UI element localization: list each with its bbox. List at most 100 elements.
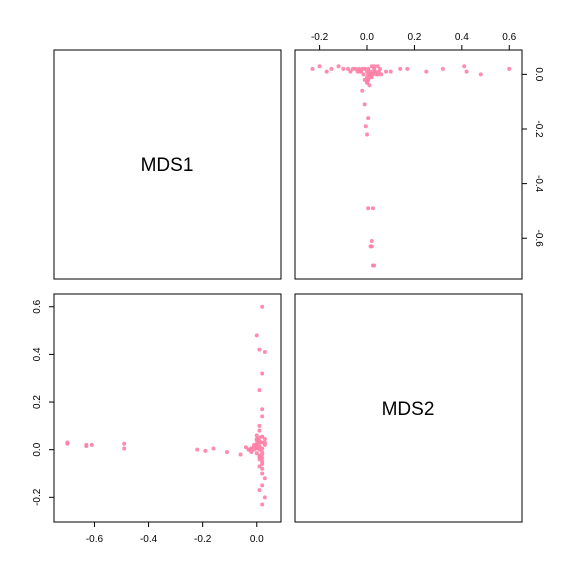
panel-mds2-label [294, 293, 523, 523]
data-point-mds2-mds1 [356, 66, 361, 71]
data-point-mds2-mds1 [464, 69, 469, 74]
data-point-mds1-mds2 [257, 428, 262, 433]
data-point-mds2-mds1 [379, 72, 384, 77]
tick-label-bottom-mds1: -0.4 [140, 534, 158, 545]
data-point-mds2-mds1 [507, 66, 512, 71]
data-point-mds1-mds2 [260, 371, 265, 376]
data-point-mds2-mds1 [369, 238, 374, 243]
data-point-mds2-mds1 [424, 69, 429, 74]
data-point-mds2-mds1 [346, 66, 351, 71]
data-point-mds1-mds2 [257, 488, 262, 493]
tick-label-right-mds1: 0.0 [533, 67, 544, 81]
data-point-mds2-mds1 [362, 102, 367, 107]
data-point-mds1-mds2 [65, 440, 70, 445]
data-point-mds2-mds1 [383, 69, 388, 74]
data-point-mds2-mds1 [363, 124, 368, 129]
data-point-mds1-mds2 [252, 442, 257, 447]
panel-mds2-vs-mds1 [294, 49, 523, 280]
data-point-mds2-mds1 [368, 69, 373, 74]
data-point-mds1-mds2 [238, 452, 243, 457]
tick-label-bottom-mds1: 0.0 [250, 534, 264, 545]
data-point-mds1-mds2 [257, 440, 262, 445]
data-point-mds2-mds1 [388, 69, 393, 74]
data-point-mds2-mds1 [366, 72, 371, 77]
data-point-mds1-mds2 [122, 446, 127, 451]
tick-label-top-mds2: -0.2 [311, 32, 329, 43]
data-point-mds2-mds1 [372, 69, 377, 74]
tick-label-top-mds2: 0.4 [455, 32, 469, 43]
data-point-mds1-mds2 [203, 448, 208, 453]
data-point-mds2-mds1 [341, 66, 346, 71]
data-point-mds1-mds2 [257, 464, 262, 469]
data-point-mds2-mds1 [398, 66, 403, 71]
panel-mds1-vs-mds2 [53, 293, 282, 523]
data-point-mds1-mds2 [260, 502, 265, 507]
data-point-mds2-mds1 [350, 66, 355, 71]
data-point-mds1-mds2 [260, 414, 265, 419]
tick-label-left-mds2: 0.0 [32, 442, 43, 456]
data-point-mds2-mds1 [366, 206, 371, 211]
data-point-mds1-mds2 [257, 347, 262, 352]
data-point-mds1-mds2 [257, 444, 262, 449]
tick-label-right-mds1: -0.6 [533, 230, 544, 248]
variable-label-mds2: MDS2 [382, 399, 435, 420]
data-point-mds2-mds1 [317, 64, 322, 69]
data-point-mds1-mds2 [225, 450, 230, 455]
data-point-mds2-mds1 [359, 69, 364, 74]
data-point-mds1-mds2 [262, 495, 267, 500]
data-point-mds2-mds1 [336, 64, 341, 69]
data-point-mds2-mds1 [366, 66, 371, 71]
data-point-mds1-mds2 [243, 445, 248, 450]
variable-label-mds1: MDS1 [141, 155, 194, 176]
data-point-mds2-mds1 [405, 66, 410, 71]
data-point-mds1-mds2 [89, 442, 94, 447]
data-point-mds1-mds2 [260, 304, 265, 309]
tick-label-bottom-mds1: -0.2 [194, 534, 212, 545]
data-point-mds2-mds1 [324, 69, 329, 74]
tick-label-bottom-mds1: -0.6 [86, 534, 104, 545]
data-point-mds1-mds2 [260, 407, 265, 412]
data-point-mds1-mds2 [211, 446, 216, 451]
data-point-mds2-mds1 [329, 66, 334, 71]
tick-label-right-mds1: -0.2 [533, 120, 544, 138]
data-point-mds1-mds2 [262, 476, 267, 481]
data-point-mds1-mds2 [262, 440, 267, 445]
data-point-mds1-mds2 [195, 447, 200, 452]
tick-label-right-mds1: -0.4 [533, 175, 544, 193]
data-point-mds1-mds2 [257, 453, 262, 458]
data-point-mds1-mds2 [257, 388, 262, 393]
data-point-mds2-mds1 [310, 66, 315, 71]
data-point-mds2-mds1 [370, 206, 375, 211]
data-point-mds1-mds2 [254, 433, 259, 438]
tick-label-top-mds2: 0.0 [360, 32, 374, 43]
tick-label-left-mds2: 0.4 [32, 347, 43, 361]
data-point-mds2-mds1 [378, 66, 383, 71]
data-point-mds2-mds1 [462, 64, 467, 69]
data-point-mds1-mds2 [260, 461, 265, 466]
data-point-mds1-mds2 [84, 444, 89, 449]
data-point-mds2-mds1 [478, 72, 483, 77]
data-point-mds2-mds1 [365, 132, 370, 137]
data-point-mds1-mds2 [260, 466, 265, 471]
data-point-mds2-mds1 [375, 64, 380, 69]
data-point-mds2-mds1 [348, 69, 353, 74]
data-point-mds1-mds2 [254, 451, 259, 456]
data-point-mds1-mds2 [260, 446, 265, 451]
data-point-mds2-mds1 [360, 88, 365, 93]
data-point-mds2-mds1 [440, 66, 445, 71]
data-point-mds1-mds2 [249, 450, 254, 455]
data-point-mds2-mds1 [368, 244, 373, 249]
tick-label-top-mds2: 0.6 [502, 32, 516, 43]
data-point-mds1-mds2 [260, 434, 265, 439]
data-point-mds2-mds1 [369, 75, 374, 80]
data-point-mds1-mds2 [254, 333, 259, 338]
data-point-mds1-mds2 [254, 446, 259, 451]
data-point-mds2-mds1 [367, 83, 372, 88]
data-point-mds1-mds2 [260, 471, 265, 476]
tick-label-left-mds2: 0.2 [32, 395, 43, 409]
data-point-mds1-mds2 [257, 423, 262, 428]
data-point-mds1-mds2 [262, 350, 267, 355]
tick-label-left-mds2: 0.6 [32, 299, 43, 313]
data-point-mds2-mds1 [362, 77, 367, 82]
